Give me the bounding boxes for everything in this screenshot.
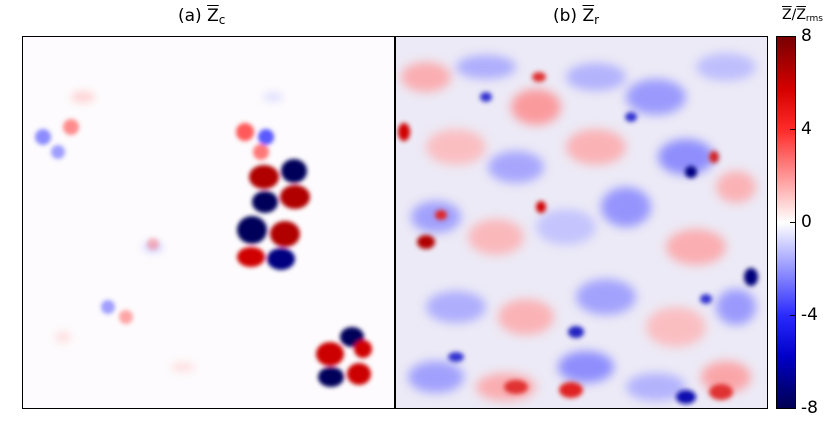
colorbar-tick-label: 8	[801, 26, 812, 46]
colorbar-tick-label: -8	[801, 398, 818, 418]
colorbar-tick-label: -4	[801, 305, 818, 325]
colorbar-tick-label: 4	[801, 119, 812, 139]
colorbar-title: Z/Zrms	[782, 7, 823, 24]
colorbar-tick-mark	[790, 129, 796, 130]
panel-b-title: (b) Zr	[553, 6, 600, 27]
colorbar-tick-label: 0	[801, 212, 812, 232]
colorbar-tick-mark	[790, 222, 796, 223]
colorbar-tick-mark	[790, 315, 796, 316]
panel-a-image	[22, 36, 395, 409]
panel-a-title: (a) Zc	[178, 6, 226, 27]
panel-b-image	[395, 36, 768, 409]
